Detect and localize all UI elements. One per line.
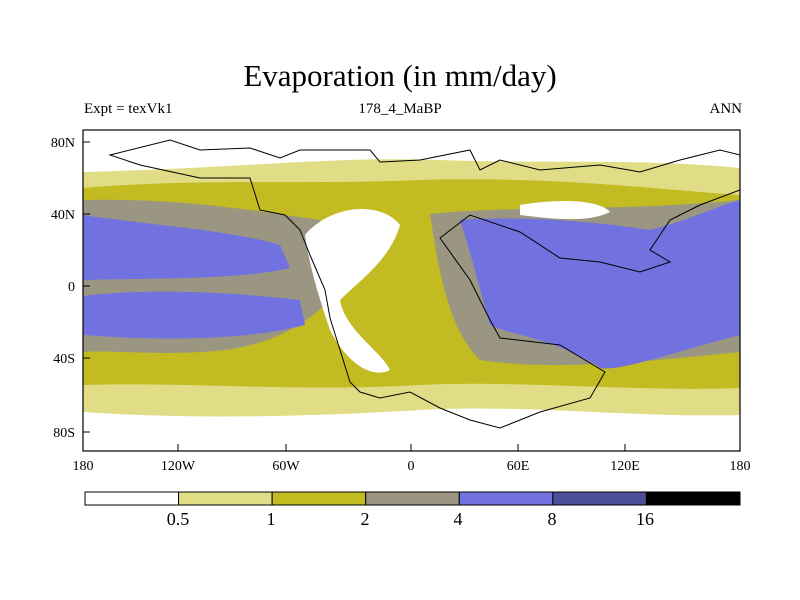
- colorbar-label: 0.5: [167, 509, 190, 529]
- y-tick-label: 80S: [53, 426, 75, 441]
- colorbar-swatch: [645, 491, 741, 506]
- colorbar-swatch: [178, 491, 273, 506]
- colorbar-swatch: [365, 491, 460, 506]
- y-tick-label: 80N: [51, 136, 75, 151]
- colorbar: [84, 491, 741, 506]
- colorbar-label: 4: [454, 509, 463, 529]
- x-tick-label: 180: [73, 459, 94, 474]
- colorbar-swatch: [271, 491, 367, 506]
- axis-ticks: [82, 141, 741, 451]
- colorbar-label: 8: [548, 509, 557, 529]
- x-tick-label: 60E: [507, 459, 530, 474]
- evaporation-field: [83, 130, 740, 451]
- chart-title: Evaporation (in mm/day): [243, 58, 557, 93]
- x-tick-label: 120E: [610, 459, 640, 474]
- colorbar-label: 1: [267, 509, 276, 529]
- x-tick-label: 120W: [161, 459, 196, 474]
- y-tick-label: 40S: [53, 352, 75, 367]
- y-tick-label: 0: [68, 280, 75, 295]
- x-tick-label: 60W: [272, 459, 300, 474]
- colorbar-label: 2: [361, 509, 370, 529]
- x-tick-label: 180: [730, 459, 751, 474]
- season-label: ANN: [709, 101, 743, 117]
- time-period-label: 178_4_MaBP: [358, 101, 442, 117]
- colorbar-swatch: [84, 491, 180, 506]
- colorbar-label: 16: [636, 509, 654, 529]
- colorbar-swatch: [458, 491, 554, 506]
- colorbar-swatch: [552, 491, 647, 506]
- y-tick-label: 40N: [51, 208, 75, 223]
- x-tick-label: 0: [408, 459, 415, 474]
- experiment-label: Expt = texVk1: [84, 101, 173, 117]
